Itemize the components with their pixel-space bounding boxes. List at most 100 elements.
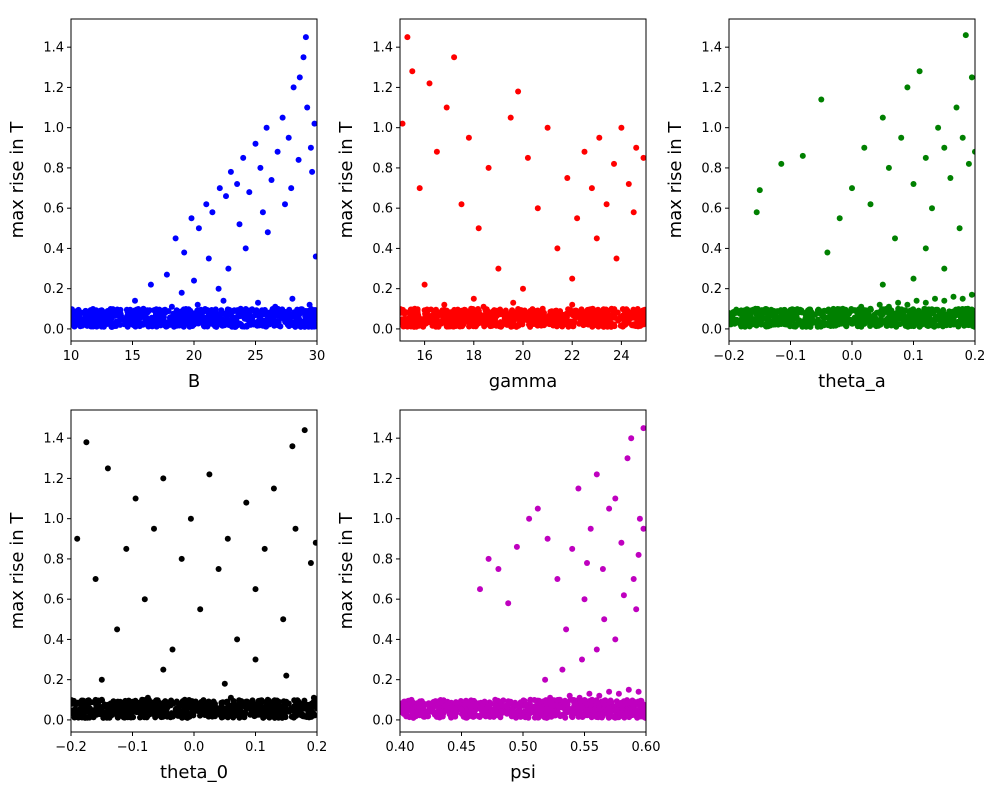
y-tick-label: 0.0 [372, 322, 393, 337]
baseline-point [144, 705, 151, 711]
data-point [187, 515, 194, 522]
data-point [544, 124, 551, 131]
data-point [400, 120, 406, 127]
data-point [151, 307, 158, 314]
data-point [268, 177, 275, 183]
data-point [910, 181, 917, 187]
y-tick-label: 0.6 [701, 202, 722, 217]
baseline-point [504, 709, 511, 716]
baseline-point [75, 699, 82, 706]
baseline-point [76, 708, 83, 715]
baseline-point [163, 706, 170, 712]
y-tick-label: 0.6 [372, 593, 393, 608]
data-point [257, 164, 264, 171]
baseline-point [148, 708, 155, 715]
baseline-point [508, 320, 515, 327]
data-point [507, 114, 514, 121]
data-point [593, 646, 600, 653]
data-point [108, 315, 115, 322]
data-point [195, 225, 202, 232]
baseline-point [534, 705, 540, 711]
data-point [216, 185, 223, 192]
data-point [618, 539, 625, 546]
data-point [913, 297, 920, 304]
baseline-point [899, 307, 906, 314]
baseline-point [562, 321, 569, 328]
data-point [172, 235, 179, 242]
baseline-point [298, 712, 305, 719]
subplot-3: −0.2 −0.1 0.0 0.1 0.2 0.0 0.2 0.4 0.6 0.8 1.0 1.2 1.… [665, 18, 985, 392]
y-tick-label: 0.4 [43, 242, 64, 257]
data-point [867, 305, 874, 312]
data-point [470, 313, 477, 320]
baseline-point [499, 320, 505, 327]
baseline-point [185, 711, 192, 718]
baseline-point [854, 323, 861, 330]
baseline-point [637, 312, 644, 319]
data-point [554, 245, 561, 252]
baseline-point [835, 307, 841, 314]
baseline-point [903, 315, 910, 322]
y-tick-label: 1.0 [372, 121, 393, 136]
data-point [451, 317, 458, 324]
data-point [126, 710, 133, 717]
data-point [793, 313, 800, 320]
baseline-point [526, 321, 532, 328]
data-point [203, 201, 210, 208]
baseline-point [587, 712, 594, 719]
baseline-point [453, 710, 460, 717]
baseline-point [970, 318, 975, 325]
data-point [302, 34, 309, 41]
x-axis-label: theta_0 [160, 762, 228, 783]
data-point [309, 168, 316, 175]
baseline-point [86, 714, 93, 721]
data-point [451, 54, 458, 61]
data-point [234, 181, 241, 187]
baseline-point [201, 323, 208, 330]
data-point [237, 305, 244, 312]
data-point [618, 124, 625, 131]
x-tick-label: 0.1 [245, 740, 266, 755]
baseline-point [528, 704, 535, 711]
data-point [587, 525, 594, 532]
x-tick-label: 20 [515, 349, 532, 364]
baseline-point [296, 322, 302, 329]
data-point [515, 88, 522, 95]
data-point [898, 134, 905, 141]
data-point [400, 710, 407, 717]
data-point [280, 616, 287, 623]
data-point [224, 535, 231, 542]
data-point [421, 319, 428, 326]
baseline-point [276, 714, 282, 721]
data-point [132, 495, 139, 502]
baseline-point [212, 323, 219, 330]
x-tick-label: −0.1 [117, 740, 149, 755]
data-point [630, 576, 637, 582]
data-point [229, 313, 236, 320]
data-point [151, 525, 157, 532]
baseline-point [931, 308, 938, 315]
baseline-point [964, 305, 971, 312]
data-point [615, 690, 622, 697]
data-point [203, 315, 210, 322]
data-point [211, 309, 218, 316]
data-point [608, 305, 615, 312]
data-point [252, 656, 259, 663]
baseline-cluster [71, 305, 317, 330]
data-point [500, 311, 507, 318]
data-point [307, 560, 314, 566]
y-tick-label: 1.4 [372, 432, 393, 447]
data-point [588, 185, 595, 192]
data-point [194, 301, 201, 308]
data-point [409, 68, 416, 75]
data-point [458, 201, 465, 208]
data-point [821, 307, 828, 314]
data-point [160, 475, 167, 482]
data-point [812, 311, 819, 318]
data-point [959, 295, 966, 302]
data-point [246, 317, 253, 324]
baseline-point [253, 704, 260, 710]
y-tick-label: 0.0 [372, 713, 393, 728]
data-point [962, 32, 969, 39]
data-point [579, 656, 585, 663]
